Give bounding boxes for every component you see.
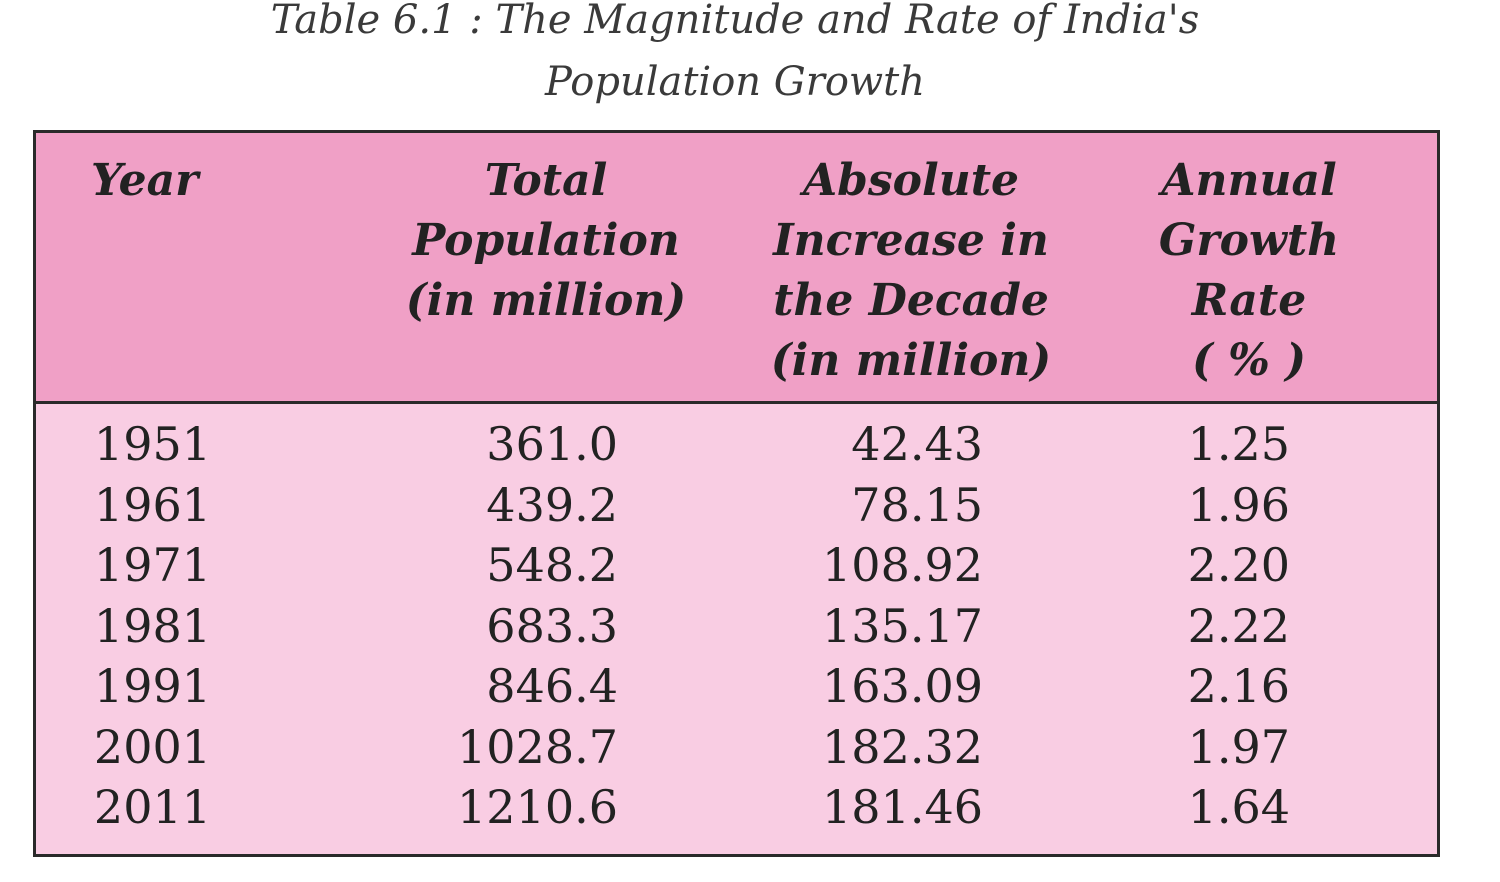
value-cell: 1028.7	[457, 719, 618, 774]
value-cell: 163.09	[822, 659, 983, 713]
year-cell: 1961	[93, 477, 211, 532]
column-header: Rate	[1191, 275, 1307, 326]
column-header: (in million)	[770, 335, 1052, 386]
column-header: Population	[412, 215, 680, 266]
value-cell: 2.22	[1187, 598, 1290, 653]
column-header: Total	[484, 155, 608, 206]
year-cell: 1971	[93, 538, 211, 592]
value-cell: 1210.6	[457, 780, 618, 834]
value-cell: 548.2	[486, 538, 618, 592]
value-cell: 683.3	[486, 598, 618, 653]
year-cell: 1991	[93, 659, 211, 713]
value-cell: 846.4	[486, 659, 618, 713]
year-cell: 2011	[93, 780, 211, 834]
year-cell: 1951	[93, 417, 211, 471]
column-header: Annual	[1161, 155, 1337, 206]
column-header: ( % )	[1191, 335, 1307, 386]
column-header: Year	[91, 155, 199, 206]
value-cell: 181.46	[822, 780, 983, 834]
column-header: Absolute	[802, 155, 1020, 206]
year-cell: 2001	[93, 719, 211, 774]
table: Year Total Population (in million) Absolute I…	[33, 130, 1440, 857]
value-cell: 2.20	[1187, 538, 1290, 592]
value-cell: 1.64	[1187, 780, 1290, 834]
value-cell: 361.0	[486, 417, 618, 471]
value-cell: 1.96	[1187, 477, 1290, 532]
year-cell: 1981	[93, 598, 211, 653]
column-header: Increase in	[773, 215, 1049, 266]
value-cell: 135.17	[822, 598, 983, 653]
title: Population Growth	[544, 59, 926, 105]
value-cell: 1.25	[1187, 417, 1290, 471]
column-header: (in million)	[405, 275, 687, 326]
column-header: Growth	[1158, 215, 1340, 266]
value-cell: 182.32	[822, 719, 983, 774]
value-cell: 78.15	[851, 477, 983, 532]
value-cell: 1.97	[1187, 719, 1290, 774]
table-header: Year Total Population (in million) Absolute I…	[36, 133, 1437, 404]
value-cell: 108.92	[822, 538, 983, 592]
value-cell: 42.43	[851, 417, 983, 471]
column-header: the Decade	[773, 275, 1049, 326]
title: Table 6.1 : The Magnitude and Rate of In…	[270, 0, 1200, 43]
value-cell: 2.16	[1187, 659, 1290, 713]
value-cell: 439.2	[486, 477, 618, 532]
